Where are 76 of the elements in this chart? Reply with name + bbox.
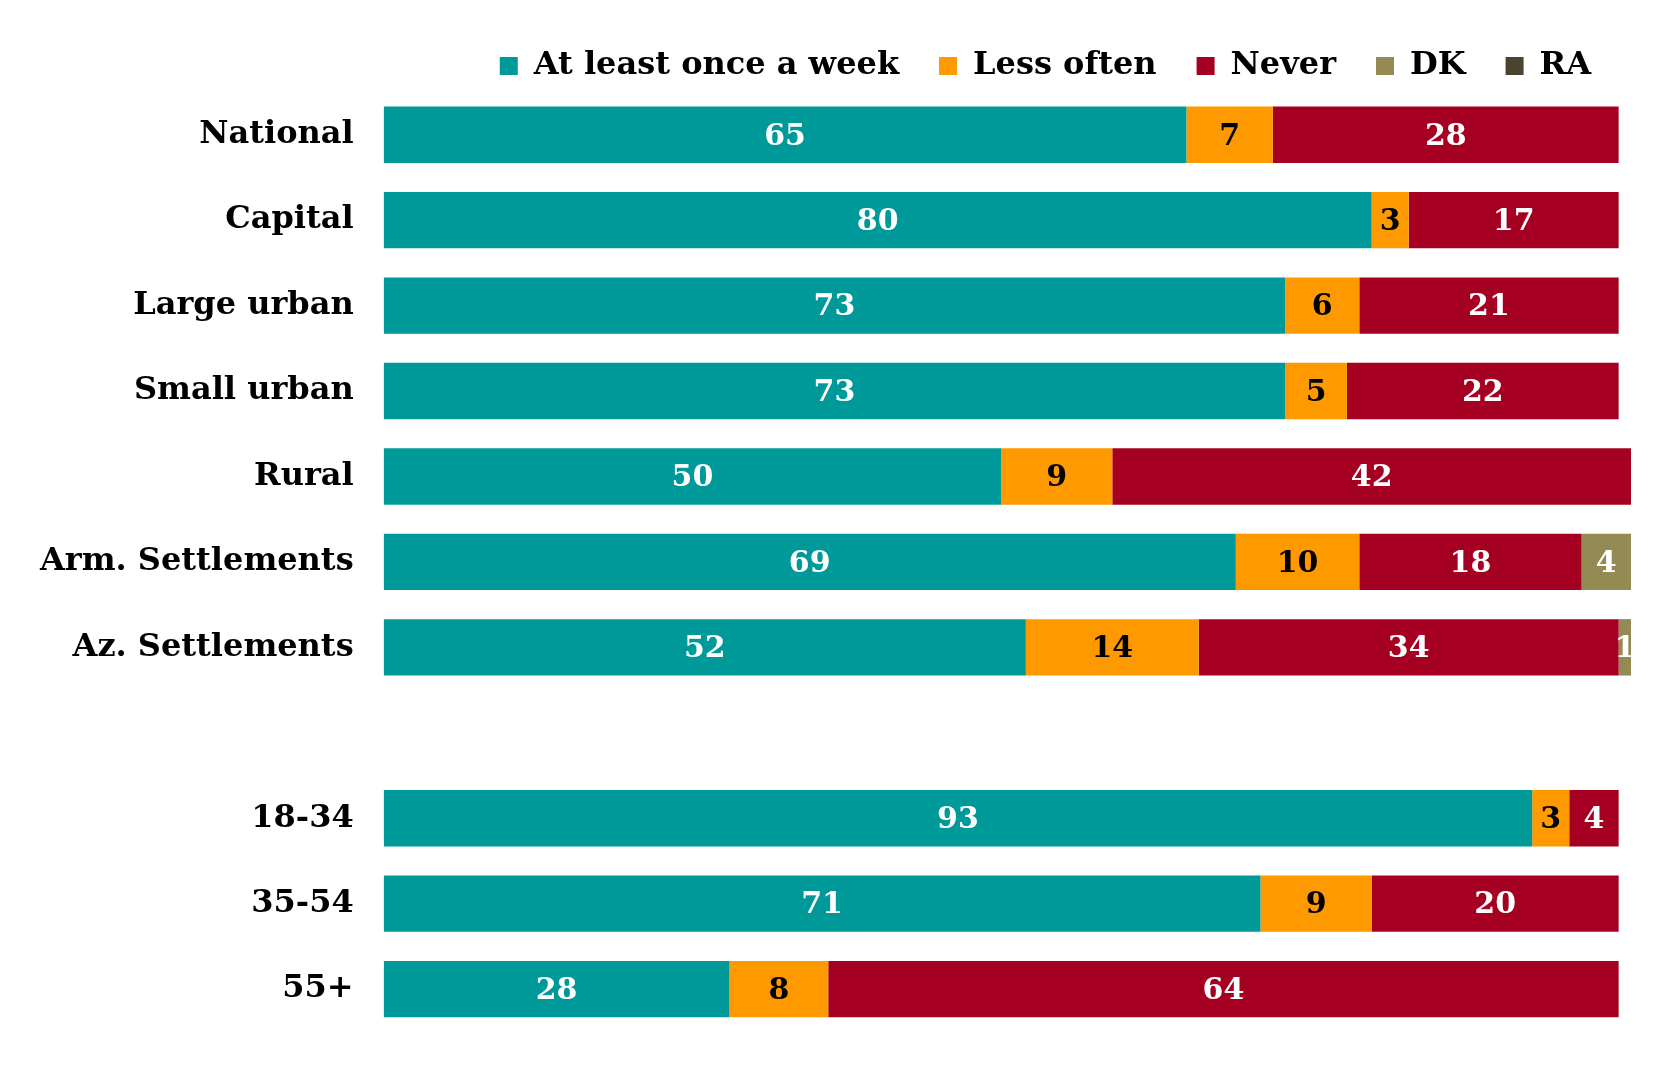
bar: [1285, 362, 1347, 420]
y-tick-label: 35-54: [251, 881, 354, 920]
data-label: 17: [1492, 201, 1535, 237]
bar: [1001, 448, 1113, 505]
data-label: 3: [1379, 201, 1401, 237]
data-label: 42: [1350, 458, 1393, 494]
bar: [1186, 106, 1273, 163]
data-label: 28: [1424, 116, 1467, 152]
y-tick-label: Rural: [254, 454, 354, 493]
data-label: 1: [1614, 629, 1636, 665]
data-label: 65: [764, 116, 806, 152]
data-label: 5: [1305, 372, 1327, 408]
data-label: 14: [1091, 629, 1134, 665]
bar: [1285, 277, 1360, 334]
data-label: 71: [801, 885, 843, 921]
data-label: 69: [788, 543, 831, 579]
data-label: 18: [1449, 543, 1492, 579]
data-label: 20: [1474, 885, 1517, 921]
bar: [1112, 448, 1631, 505]
bar: [1359, 277, 1619, 334]
y-tick-label: Arm. Settlements: [39, 540, 354, 579]
bar: [1198, 619, 1619, 676]
bar: [1235, 533, 1360, 591]
data-label: 50: [671, 458, 714, 494]
y-tick-label: National: [199, 113, 354, 152]
bar: [828, 960, 1619, 1018]
bar: [1581, 533, 1631, 591]
y-tick-label: Small urban: [134, 369, 354, 408]
bar: [383, 875, 1261, 932]
data-label: 7: [1219, 116, 1241, 152]
bar: [383, 277, 1286, 334]
bar: [383, 362, 1286, 420]
bar: [383, 448, 1002, 505]
legend-label: At least once a week: [532, 44, 900, 83]
bar: [1346, 362, 1619, 420]
data-label: 21: [1468, 287, 1510, 323]
bar: [1359, 533, 1582, 591]
data-label: 6: [1311, 287, 1333, 323]
bar: [1569, 790, 1619, 847]
bar: [383, 619, 1026, 676]
data-label: 28: [535, 970, 578, 1006]
data-label: 4: [1595, 543, 1617, 579]
y-tick-label: 18-34: [251, 796, 354, 835]
y-tick-label: Capital: [225, 198, 354, 237]
data-label: 73: [813, 287, 856, 323]
y-tick-label: 55+: [282, 967, 354, 1006]
data-label: 22: [1461, 372, 1504, 408]
bar: [1260, 875, 1372, 932]
bar: [1272, 106, 1619, 163]
legend-label: DK: [1410, 44, 1467, 83]
bar: [383, 533, 1236, 591]
legend-label: Never: [1230, 44, 1338, 83]
data-label: 73: [813, 372, 856, 408]
bar: [383, 191, 1372, 249]
bar: [1025, 619, 1199, 676]
data-label: 9: [1305, 885, 1327, 921]
bar: [1371, 875, 1619, 932]
bar: [1408, 191, 1619, 249]
bar: [383, 790, 1533, 847]
data-label: 8: [768, 970, 790, 1006]
data-label: 9: [1046, 458, 1068, 494]
bar: [383, 960, 730, 1018]
data-label: 64: [1202, 970, 1245, 1006]
bar: [729, 960, 829, 1018]
data-label: 3: [1540, 800, 1562, 836]
data-label: 34: [1387, 629, 1430, 665]
legend-label: Less often: [973, 44, 1157, 83]
data-label: 80: [856, 201, 899, 237]
y-tick-label: Az. Settlements: [71, 625, 354, 664]
legend-label: RA: [1539, 44, 1593, 83]
data-label: 10: [1276, 543, 1319, 579]
data-label: 93: [937, 800, 979, 836]
data-label: 52: [683, 629, 726, 665]
bar: [383, 106, 1187, 163]
y-tick-label: Large urban: [133, 283, 354, 322]
data-label: 4: [1583, 800, 1605, 836]
